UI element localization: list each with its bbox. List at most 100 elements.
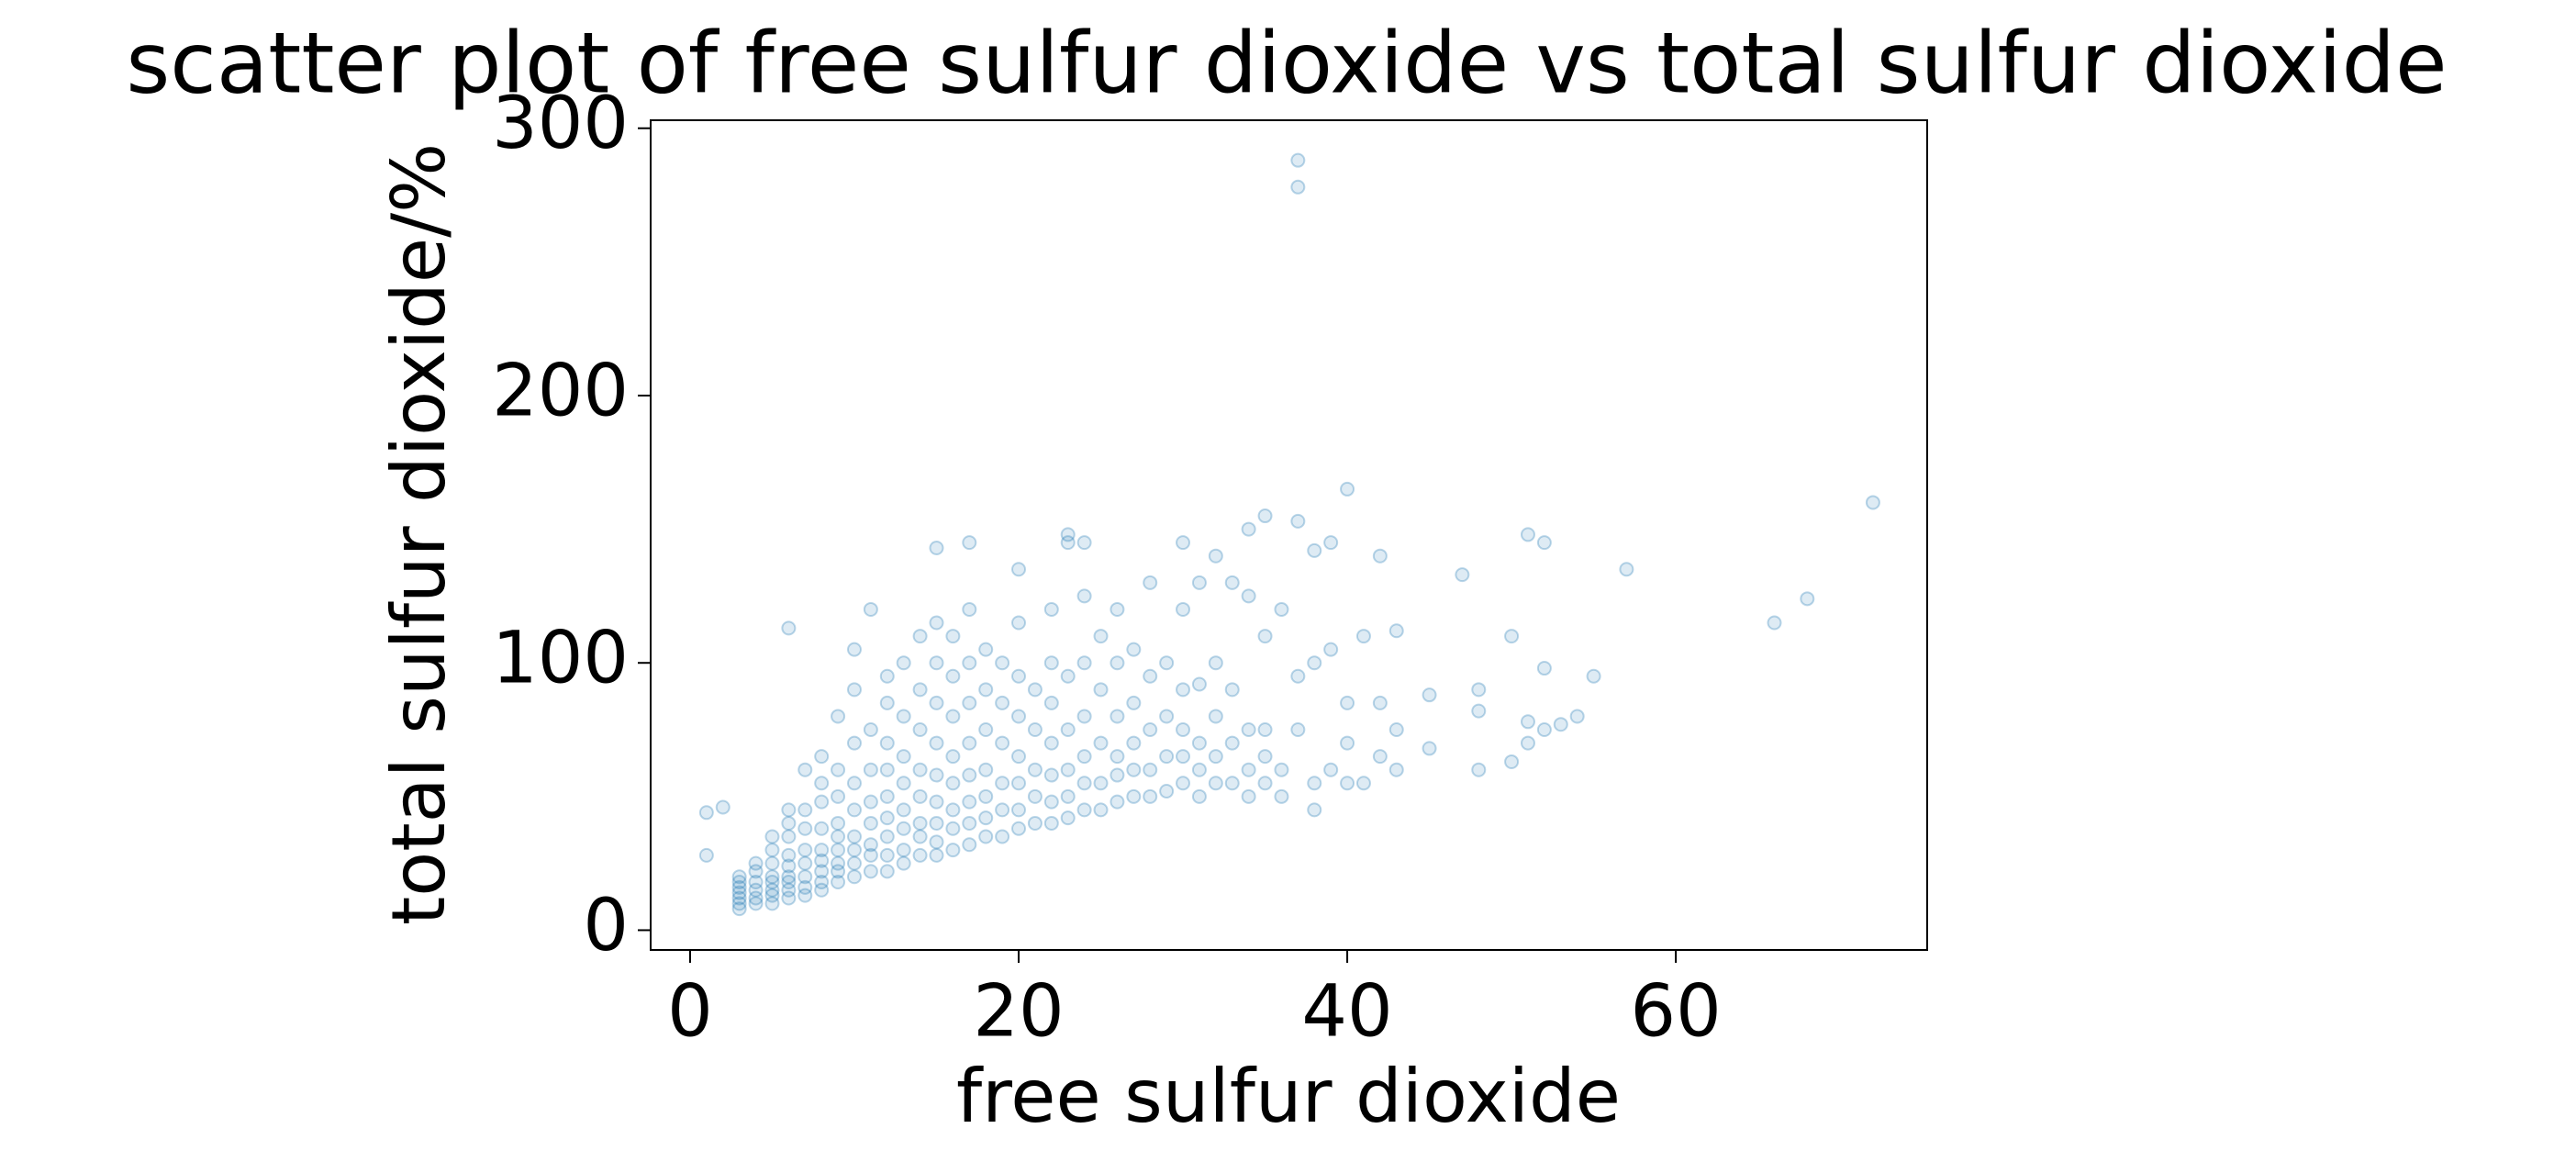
point xyxy=(1388,762,1404,777)
point xyxy=(1110,794,1125,810)
point xyxy=(962,735,977,751)
point xyxy=(1323,642,1339,657)
point xyxy=(1191,575,1207,590)
point xyxy=(1093,802,1109,818)
point xyxy=(831,788,846,804)
point xyxy=(831,815,846,831)
point xyxy=(731,896,747,911)
point xyxy=(1471,682,1487,698)
point xyxy=(1159,784,1175,799)
point xyxy=(1027,815,1043,831)
point xyxy=(1208,749,1223,765)
point xyxy=(1159,709,1175,724)
point xyxy=(1110,709,1125,724)
point xyxy=(1043,695,1059,710)
point xyxy=(1471,762,1487,777)
point xyxy=(814,821,830,836)
point xyxy=(912,815,928,831)
point xyxy=(1043,655,1059,671)
point xyxy=(1126,642,1142,657)
point xyxy=(1355,629,1371,644)
point xyxy=(1076,776,1092,791)
point xyxy=(1060,762,1076,777)
point xyxy=(1224,682,1240,698)
point xyxy=(1355,776,1371,791)
point xyxy=(995,829,1010,844)
point xyxy=(945,749,961,765)
point xyxy=(1586,668,1601,684)
point xyxy=(1520,714,1535,730)
point xyxy=(831,864,846,879)
point xyxy=(1176,776,1191,791)
point xyxy=(1323,535,1339,551)
point xyxy=(978,788,994,804)
point xyxy=(912,829,928,844)
point xyxy=(1126,762,1142,777)
x-tick-label: 20 xyxy=(973,970,1064,1053)
point xyxy=(846,869,862,885)
point xyxy=(1110,749,1125,765)
point xyxy=(1011,776,1027,791)
point xyxy=(1422,741,1437,756)
point xyxy=(879,762,895,777)
point xyxy=(1159,749,1175,765)
point xyxy=(748,890,764,906)
point xyxy=(945,843,961,858)
point xyxy=(962,767,977,783)
point xyxy=(1076,802,1092,818)
point xyxy=(929,794,944,810)
point xyxy=(698,847,714,863)
point xyxy=(896,776,911,791)
point xyxy=(896,655,911,671)
point xyxy=(1143,788,1158,804)
point xyxy=(781,802,797,818)
point xyxy=(896,749,911,765)
point xyxy=(879,829,895,844)
point xyxy=(995,695,1010,710)
point xyxy=(929,735,944,751)
point xyxy=(929,815,944,831)
point xyxy=(1176,749,1191,765)
point xyxy=(781,829,797,844)
point xyxy=(1060,527,1076,542)
point xyxy=(929,834,944,850)
point xyxy=(1011,749,1027,765)
point xyxy=(1372,548,1388,564)
point xyxy=(1520,527,1535,542)
point xyxy=(1093,776,1109,791)
x-tick-label: 40 xyxy=(1301,970,1392,1053)
point xyxy=(1060,668,1076,684)
point xyxy=(1388,722,1404,738)
point xyxy=(995,802,1010,818)
point xyxy=(831,875,846,890)
point xyxy=(1060,810,1076,826)
point xyxy=(1257,749,1273,765)
point xyxy=(1274,601,1289,617)
point xyxy=(1257,776,1273,791)
point xyxy=(912,722,928,738)
point xyxy=(1060,788,1076,804)
point xyxy=(929,540,944,555)
point xyxy=(945,821,961,836)
point xyxy=(1767,615,1782,631)
point xyxy=(1372,695,1388,710)
point xyxy=(945,709,961,724)
point xyxy=(912,788,928,804)
point xyxy=(1093,682,1109,698)
point xyxy=(879,668,895,684)
point xyxy=(1191,735,1207,751)
point xyxy=(1126,788,1142,804)
point xyxy=(1143,722,1158,738)
point xyxy=(846,829,862,844)
point xyxy=(846,735,862,751)
point xyxy=(1060,535,1076,551)
point xyxy=(1208,548,1223,564)
point xyxy=(1076,709,1092,724)
point xyxy=(748,855,764,871)
point xyxy=(846,855,862,871)
point xyxy=(831,829,846,844)
point xyxy=(945,802,961,818)
point xyxy=(748,896,764,911)
point xyxy=(797,855,813,871)
point xyxy=(945,776,961,791)
